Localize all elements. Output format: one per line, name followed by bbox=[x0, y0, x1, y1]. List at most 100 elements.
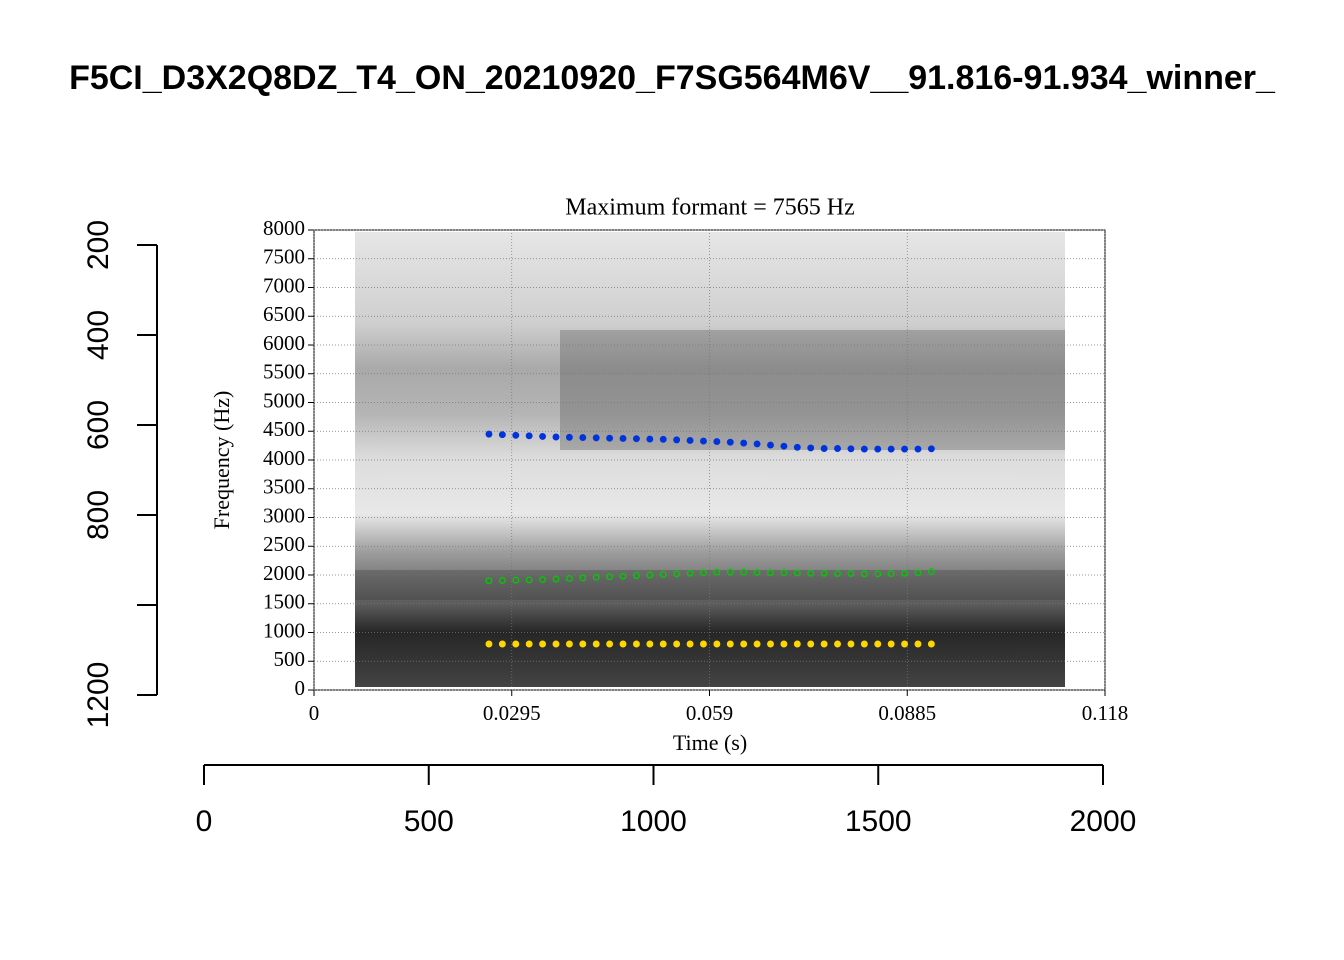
y-tick-label: 5500 bbox=[263, 360, 305, 384]
formant-point bbox=[619, 640, 627, 648]
outer-y-tick-label: 400 bbox=[82, 310, 115, 360]
formant-point bbox=[579, 640, 587, 648]
page-title: F5CI_D3X2Q8DZ_T4_ON_20210920_F7SG564M6V_… bbox=[69, 59, 1276, 97]
formant-point bbox=[606, 640, 614, 648]
formant-point bbox=[579, 434, 587, 442]
formant-point bbox=[673, 640, 681, 648]
formant-point bbox=[592, 573, 600, 581]
y-axis-label: Frequency (Hz) bbox=[209, 391, 234, 530]
formant-point bbox=[874, 445, 882, 453]
formant-point bbox=[512, 431, 520, 439]
formant-point bbox=[927, 445, 935, 453]
formant-point bbox=[914, 640, 922, 648]
spectrogram bbox=[355, 232, 1065, 687]
formant-point bbox=[780, 640, 788, 648]
formant-point bbox=[619, 434, 627, 442]
y-tick-label: 2000 bbox=[263, 561, 305, 585]
formant-point bbox=[887, 570, 895, 578]
formant-point bbox=[632, 435, 640, 443]
formant-point bbox=[525, 432, 533, 440]
formant-point bbox=[807, 640, 815, 648]
outer-x-tick-label: 0 bbox=[196, 805, 213, 838]
y-tick-label: 7000 bbox=[263, 273, 305, 297]
formant-point bbox=[552, 640, 560, 648]
y-tick-label: 500 bbox=[274, 647, 306, 671]
formant-point bbox=[498, 431, 506, 439]
formant-point bbox=[901, 569, 909, 577]
formant-point bbox=[713, 640, 721, 648]
x-tick-label: 0.0885 bbox=[878, 701, 936, 725]
formant-point bbox=[673, 570, 681, 578]
formant-point bbox=[901, 640, 909, 648]
formant-point bbox=[726, 568, 734, 576]
formant-point bbox=[927, 568, 935, 575]
formant-point bbox=[646, 640, 654, 648]
formant-point bbox=[820, 569, 828, 577]
formant-point bbox=[673, 436, 681, 444]
outer-y-tick-label: 600 bbox=[82, 400, 115, 450]
formant-point bbox=[753, 440, 761, 448]
formant-point bbox=[860, 445, 868, 453]
outer-y-tick-label: 200 bbox=[82, 220, 115, 270]
formant-point bbox=[552, 433, 560, 441]
y-tick-label: 3000 bbox=[263, 503, 305, 527]
formant-point bbox=[686, 640, 694, 648]
formant-point bbox=[927, 640, 935, 648]
formant-point bbox=[498, 640, 506, 648]
formant-point bbox=[686, 437, 694, 444]
formant-point bbox=[592, 640, 600, 648]
outer-x-tick-label: 2000 bbox=[1070, 805, 1137, 838]
formant-point bbox=[874, 640, 882, 648]
formant-point bbox=[606, 434, 614, 442]
spectrogram-shade bbox=[560, 330, 1065, 450]
formant-point bbox=[793, 640, 801, 648]
formant-point bbox=[700, 437, 707, 445]
formant-point bbox=[700, 569, 707, 577]
formant-point bbox=[525, 640, 533, 648]
formant-point bbox=[565, 433, 573, 441]
formant-point bbox=[646, 571, 654, 579]
formant-point bbox=[753, 568, 761, 576]
y-tick-label: 0 bbox=[295, 676, 306, 700]
formant-point bbox=[565, 640, 573, 648]
formant-point bbox=[767, 640, 774, 648]
formant-point bbox=[659, 435, 667, 443]
formant-point bbox=[834, 640, 841, 648]
formant-point bbox=[659, 640, 667, 648]
outer-y-tick-label: 800 bbox=[82, 490, 115, 540]
formant-point bbox=[485, 577, 493, 585]
formant-point bbox=[632, 572, 640, 580]
formant-point bbox=[539, 432, 547, 440]
formant-point bbox=[619, 572, 627, 580]
formant-point bbox=[860, 570, 868, 578]
formant-point bbox=[646, 435, 654, 443]
formant-point bbox=[901, 445, 909, 453]
formant-point bbox=[485, 430, 493, 438]
formant-point bbox=[686, 569, 694, 577]
formant-point bbox=[767, 569, 774, 577]
formant-point bbox=[780, 442, 788, 450]
formant-point bbox=[740, 640, 748, 648]
y-tick-label: 4000 bbox=[263, 446, 305, 470]
formant-point bbox=[847, 570, 855, 578]
formant-point bbox=[793, 569, 801, 577]
formant-point bbox=[552, 575, 560, 583]
formant-point bbox=[740, 439, 748, 447]
formant-point bbox=[914, 445, 922, 453]
formant-point bbox=[659, 570, 667, 578]
formant-point bbox=[713, 568, 721, 576]
formant-point bbox=[632, 640, 640, 648]
y-tick-label: 1000 bbox=[263, 618, 305, 642]
formant-point bbox=[807, 444, 815, 452]
formant-point bbox=[726, 438, 734, 446]
y-tick-label: 7500 bbox=[263, 245, 305, 269]
formant-point bbox=[753, 640, 761, 648]
formant-point bbox=[539, 576, 547, 584]
formant-point bbox=[847, 445, 855, 453]
formant-point bbox=[512, 576, 520, 584]
outer-x-tick-label: 1000 bbox=[620, 805, 687, 838]
formant-point bbox=[700, 640, 707, 648]
outer-x-tick-label: 1500 bbox=[845, 805, 912, 838]
